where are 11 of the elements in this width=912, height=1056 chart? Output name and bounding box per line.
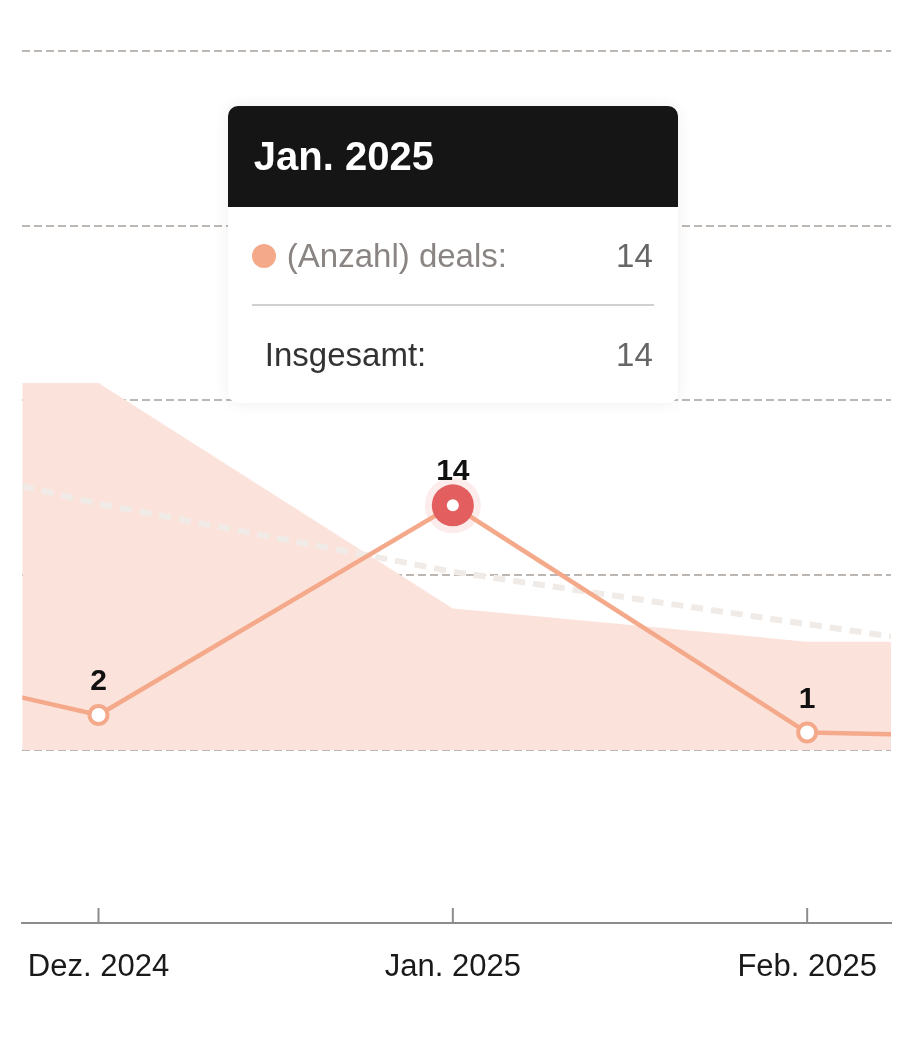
annotation: 14	[615, 335, 653, 374]
x-tick-label: Jan. 2025	[384, 948, 521, 984]
annotation: Jan. 2025	[227, 106, 678, 208]
data-label: 14	[436, 453, 470, 487]
annotation: Insgesamt:	[263, 335, 427, 374]
x-tick-label: Dez. 2024	[27, 948, 170, 984]
legend-label: (Anzahl) deals:	[286, 236, 507, 275]
annotation: 14	[615, 236, 653, 275]
data-label: 2	[90, 663, 107, 697]
x-tick-label: Feb. 2025	[737, 948, 877, 984]
data-label: 1	[798, 680, 816, 714]
